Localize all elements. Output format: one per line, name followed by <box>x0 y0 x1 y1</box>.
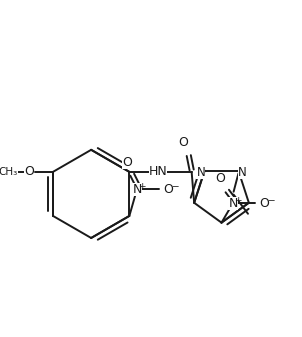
Text: N: N <box>132 183 142 195</box>
Text: O: O <box>123 156 132 169</box>
Text: O: O <box>164 183 174 195</box>
Text: N: N <box>196 166 205 179</box>
Text: O: O <box>216 172 226 185</box>
Text: +: + <box>138 182 146 191</box>
Text: −: − <box>171 181 178 190</box>
Text: O: O <box>260 197 270 210</box>
Text: O: O <box>24 165 34 178</box>
Text: HN: HN <box>149 165 168 178</box>
Text: +: + <box>234 196 242 205</box>
Text: N: N <box>228 197 238 210</box>
Text: O: O <box>178 136 188 149</box>
Text: N: N <box>238 166 247 179</box>
Text: −: − <box>267 195 274 204</box>
Text: CH₃: CH₃ <box>0 167 18 177</box>
